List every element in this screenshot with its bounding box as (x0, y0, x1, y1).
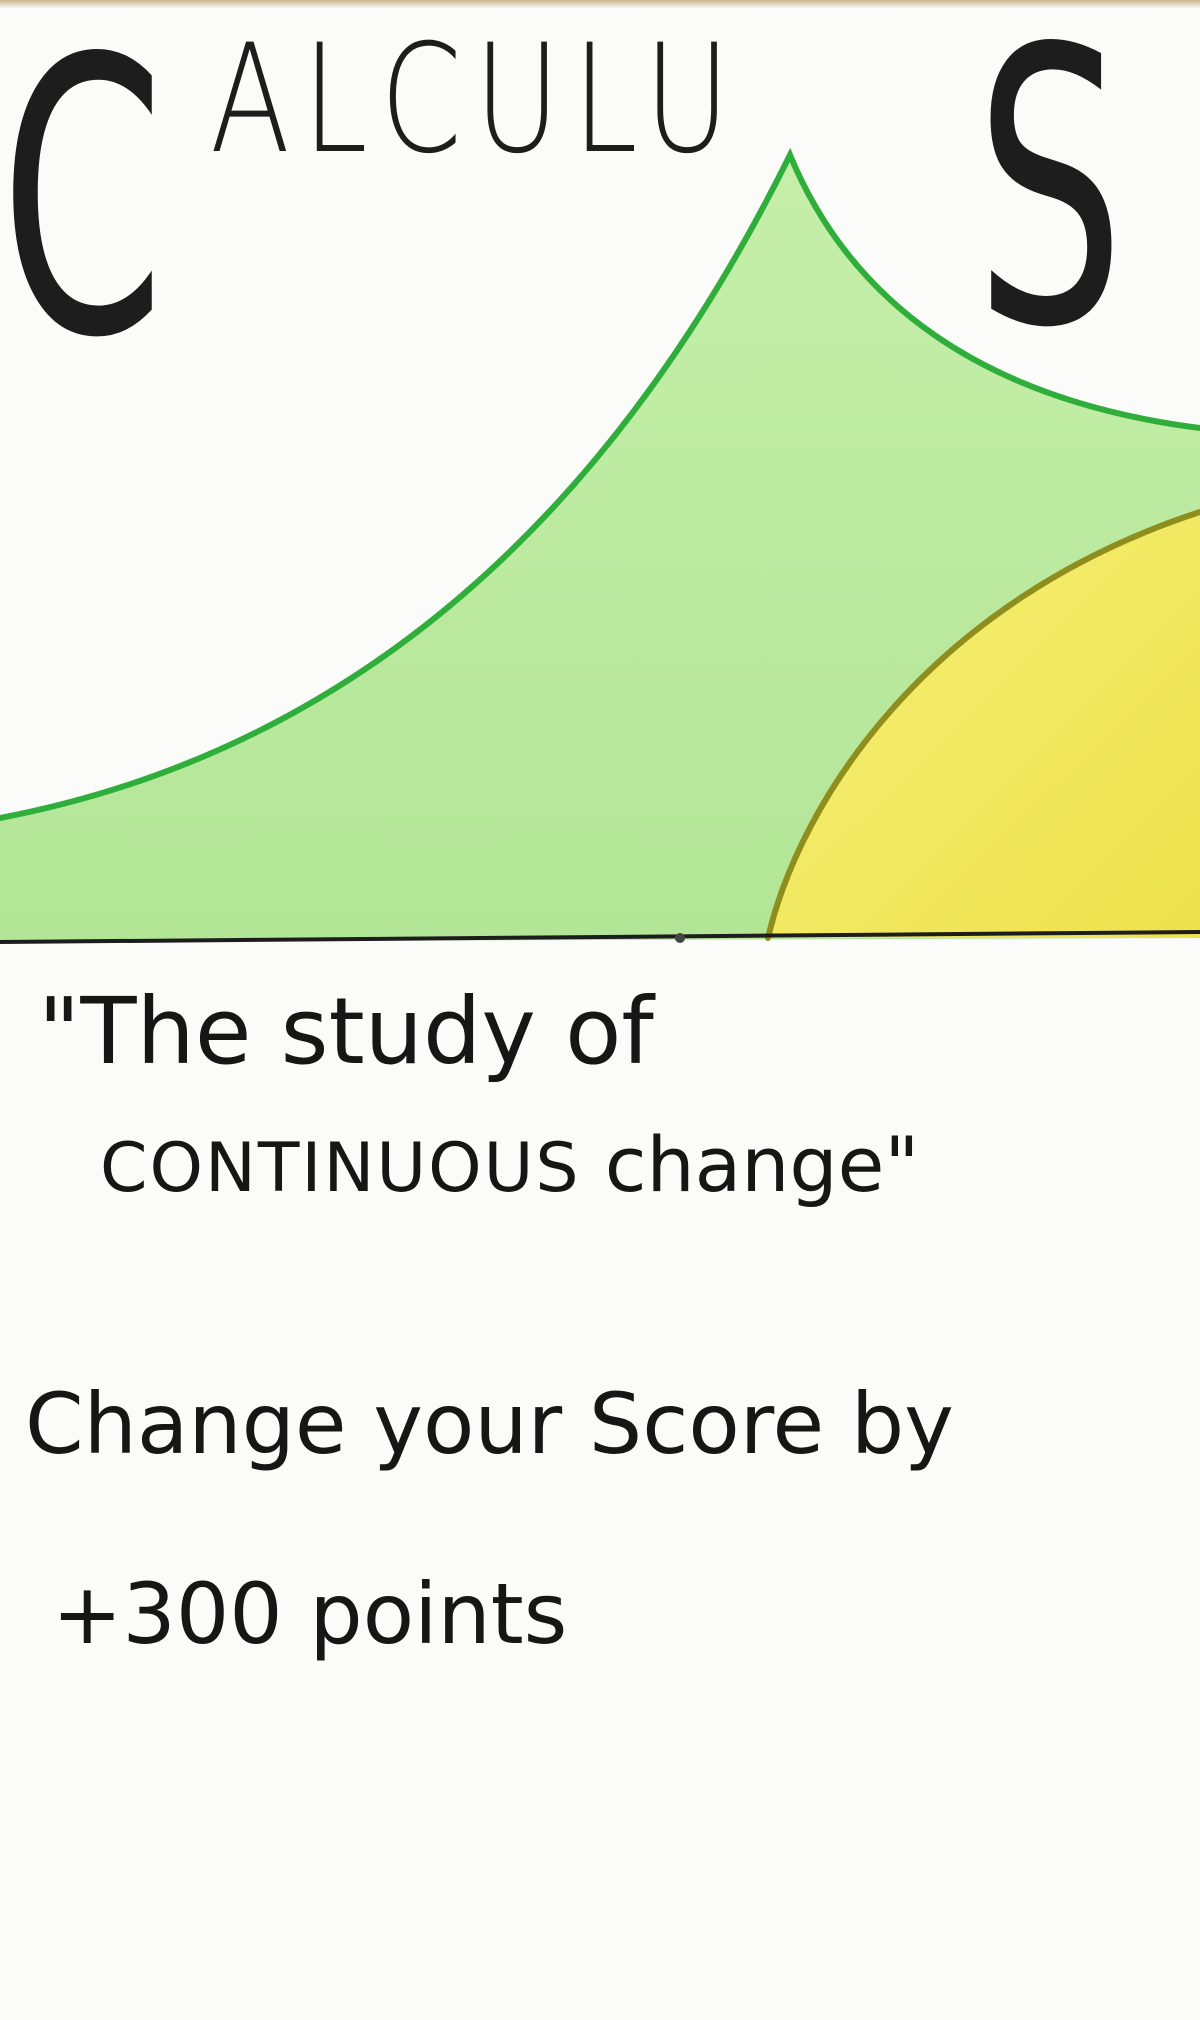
baseline-axis (0, 930, 1200, 944)
axis-tick-mark (675, 933, 685, 943)
yellow-area (768, 512, 1200, 938)
quote-line-2: CONTINUOUS change" (100, 1120, 919, 1209)
card-top-edge (0, 0, 1200, 8)
title-middle-letters: ALCULU (210, 13, 743, 187)
quote-line-1: "The study of (38, 978, 654, 1085)
green-curve (0, 147, 1200, 821)
card-illustration (0, 147, 1200, 944)
title-letter-s: S (975, 0, 1125, 411)
effect-line-1: Change your Score by (25, 1375, 954, 1473)
effect-points: +300 points (52, 1565, 568, 1663)
yellow-curve (765, 509, 1200, 941)
quote-caps-word: CONTINUOUS (100, 1129, 581, 1208)
quote-line-2-rest: change" (580, 1120, 920, 1209)
title-letter-c: C (0, 0, 165, 421)
